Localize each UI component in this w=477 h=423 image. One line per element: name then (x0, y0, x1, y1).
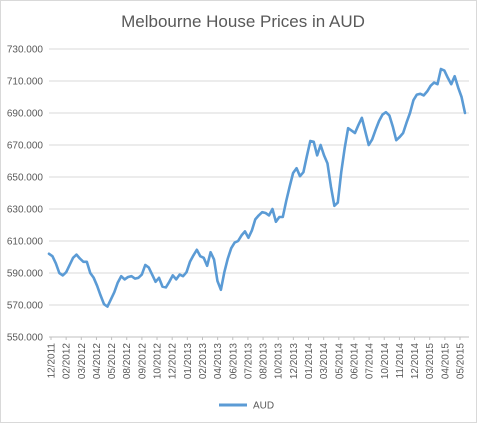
x-tick-label: 05/2012 (107, 343, 118, 380)
x-tick-label: 04/2015 (440, 343, 451, 380)
y-tick-label: 670.000 (7, 141, 44, 152)
x-tick-label: 09/2012 (137, 343, 148, 380)
y-tick-label: 690.000 (7, 109, 44, 120)
y-axis: 550.000 570.000 590.000 610.000 630.000 650.0… (7, 45, 44, 344)
x-tick-label: 12/2013 (289, 343, 300, 380)
y-tick-label: 570.000 (7, 301, 44, 312)
x-tick-label: 03/2014 (319, 343, 330, 380)
x-tick-label: 06/2014 (349, 343, 360, 380)
y-tick-label: 610.000 (7, 237, 44, 248)
y-tick-label: 550.000 (7, 333, 44, 344)
x-tick-label: 10/2013 (274, 343, 285, 380)
legend: AUD (219, 401, 274, 412)
x-axis: 12/2011 02/2012 03/2012 04/2012 05/2012 08/20… (47, 337, 467, 379)
x-tick-label: 05/2014 (334, 343, 345, 380)
x-tick-label: 07/2014 (365, 343, 376, 380)
x-tick-label: 06/2013 (228, 343, 239, 380)
x-tick-label: 08/2013 (259, 343, 270, 380)
x-tick-label: 10/2014 (380, 343, 391, 380)
x-tick-label: 07/2013 (243, 343, 254, 380)
gridlines (49, 48, 469, 338)
x-tick-label: 04/2013 (213, 343, 224, 380)
y-tick-label: 650.000 (7, 173, 44, 184)
x-tick-label: 10/2012 (153, 343, 164, 380)
x-tick-label: 12/2012 (168, 343, 179, 380)
x-tick-label: 12/2014 (410, 343, 421, 380)
x-tick-label: 03/2015 (425, 343, 436, 380)
x-tick-label: 02/2013 (198, 343, 209, 380)
x-tick-label: 04/2012 (92, 343, 103, 380)
y-tick-label: 710.000 (7, 77, 44, 88)
x-tick-label: 08/2012 (122, 343, 133, 380)
x-tick-label: 02/2012 (62, 343, 73, 380)
series-group (47, 67, 467, 308)
y-tick-label: 730.000 (7, 45, 44, 56)
legend-label-aud: AUD (253, 401, 274, 412)
x-tick-label: 05/2015 (456, 343, 467, 380)
x-tick-label: 01/2014 (304, 343, 315, 380)
chart-title: Melbourne House Prices in AUD (121, 12, 365, 31)
series-line-aud (47, 67, 467, 308)
x-tick-label: 11/2014 (395, 343, 406, 379)
x-tick-label: 01/2013 (183, 343, 194, 380)
x-tick-label: 12/2011 (47, 343, 58, 379)
y-tick-label: 590.000 (7, 269, 44, 280)
x-tick-label: 03/2012 (77, 343, 88, 380)
y-tick-label: 630.000 (7, 205, 44, 216)
